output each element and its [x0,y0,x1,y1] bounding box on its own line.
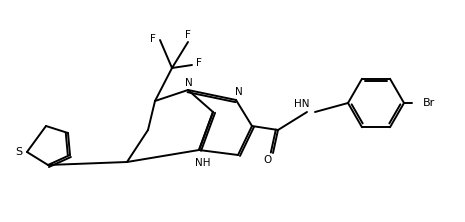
Text: O: O [263,155,271,165]
Text: F: F [185,30,191,40]
Text: S: S [15,147,23,157]
Text: F: F [150,34,156,44]
Text: Br: Br [423,98,435,108]
Text: F: F [196,58,202,68]
Text: HN: HN [294,99,310,109]
Text: N: N [185,78,193,88]
Text: NH: NH [195,158,211,168]
Text: N: N [235,87,243,97]
